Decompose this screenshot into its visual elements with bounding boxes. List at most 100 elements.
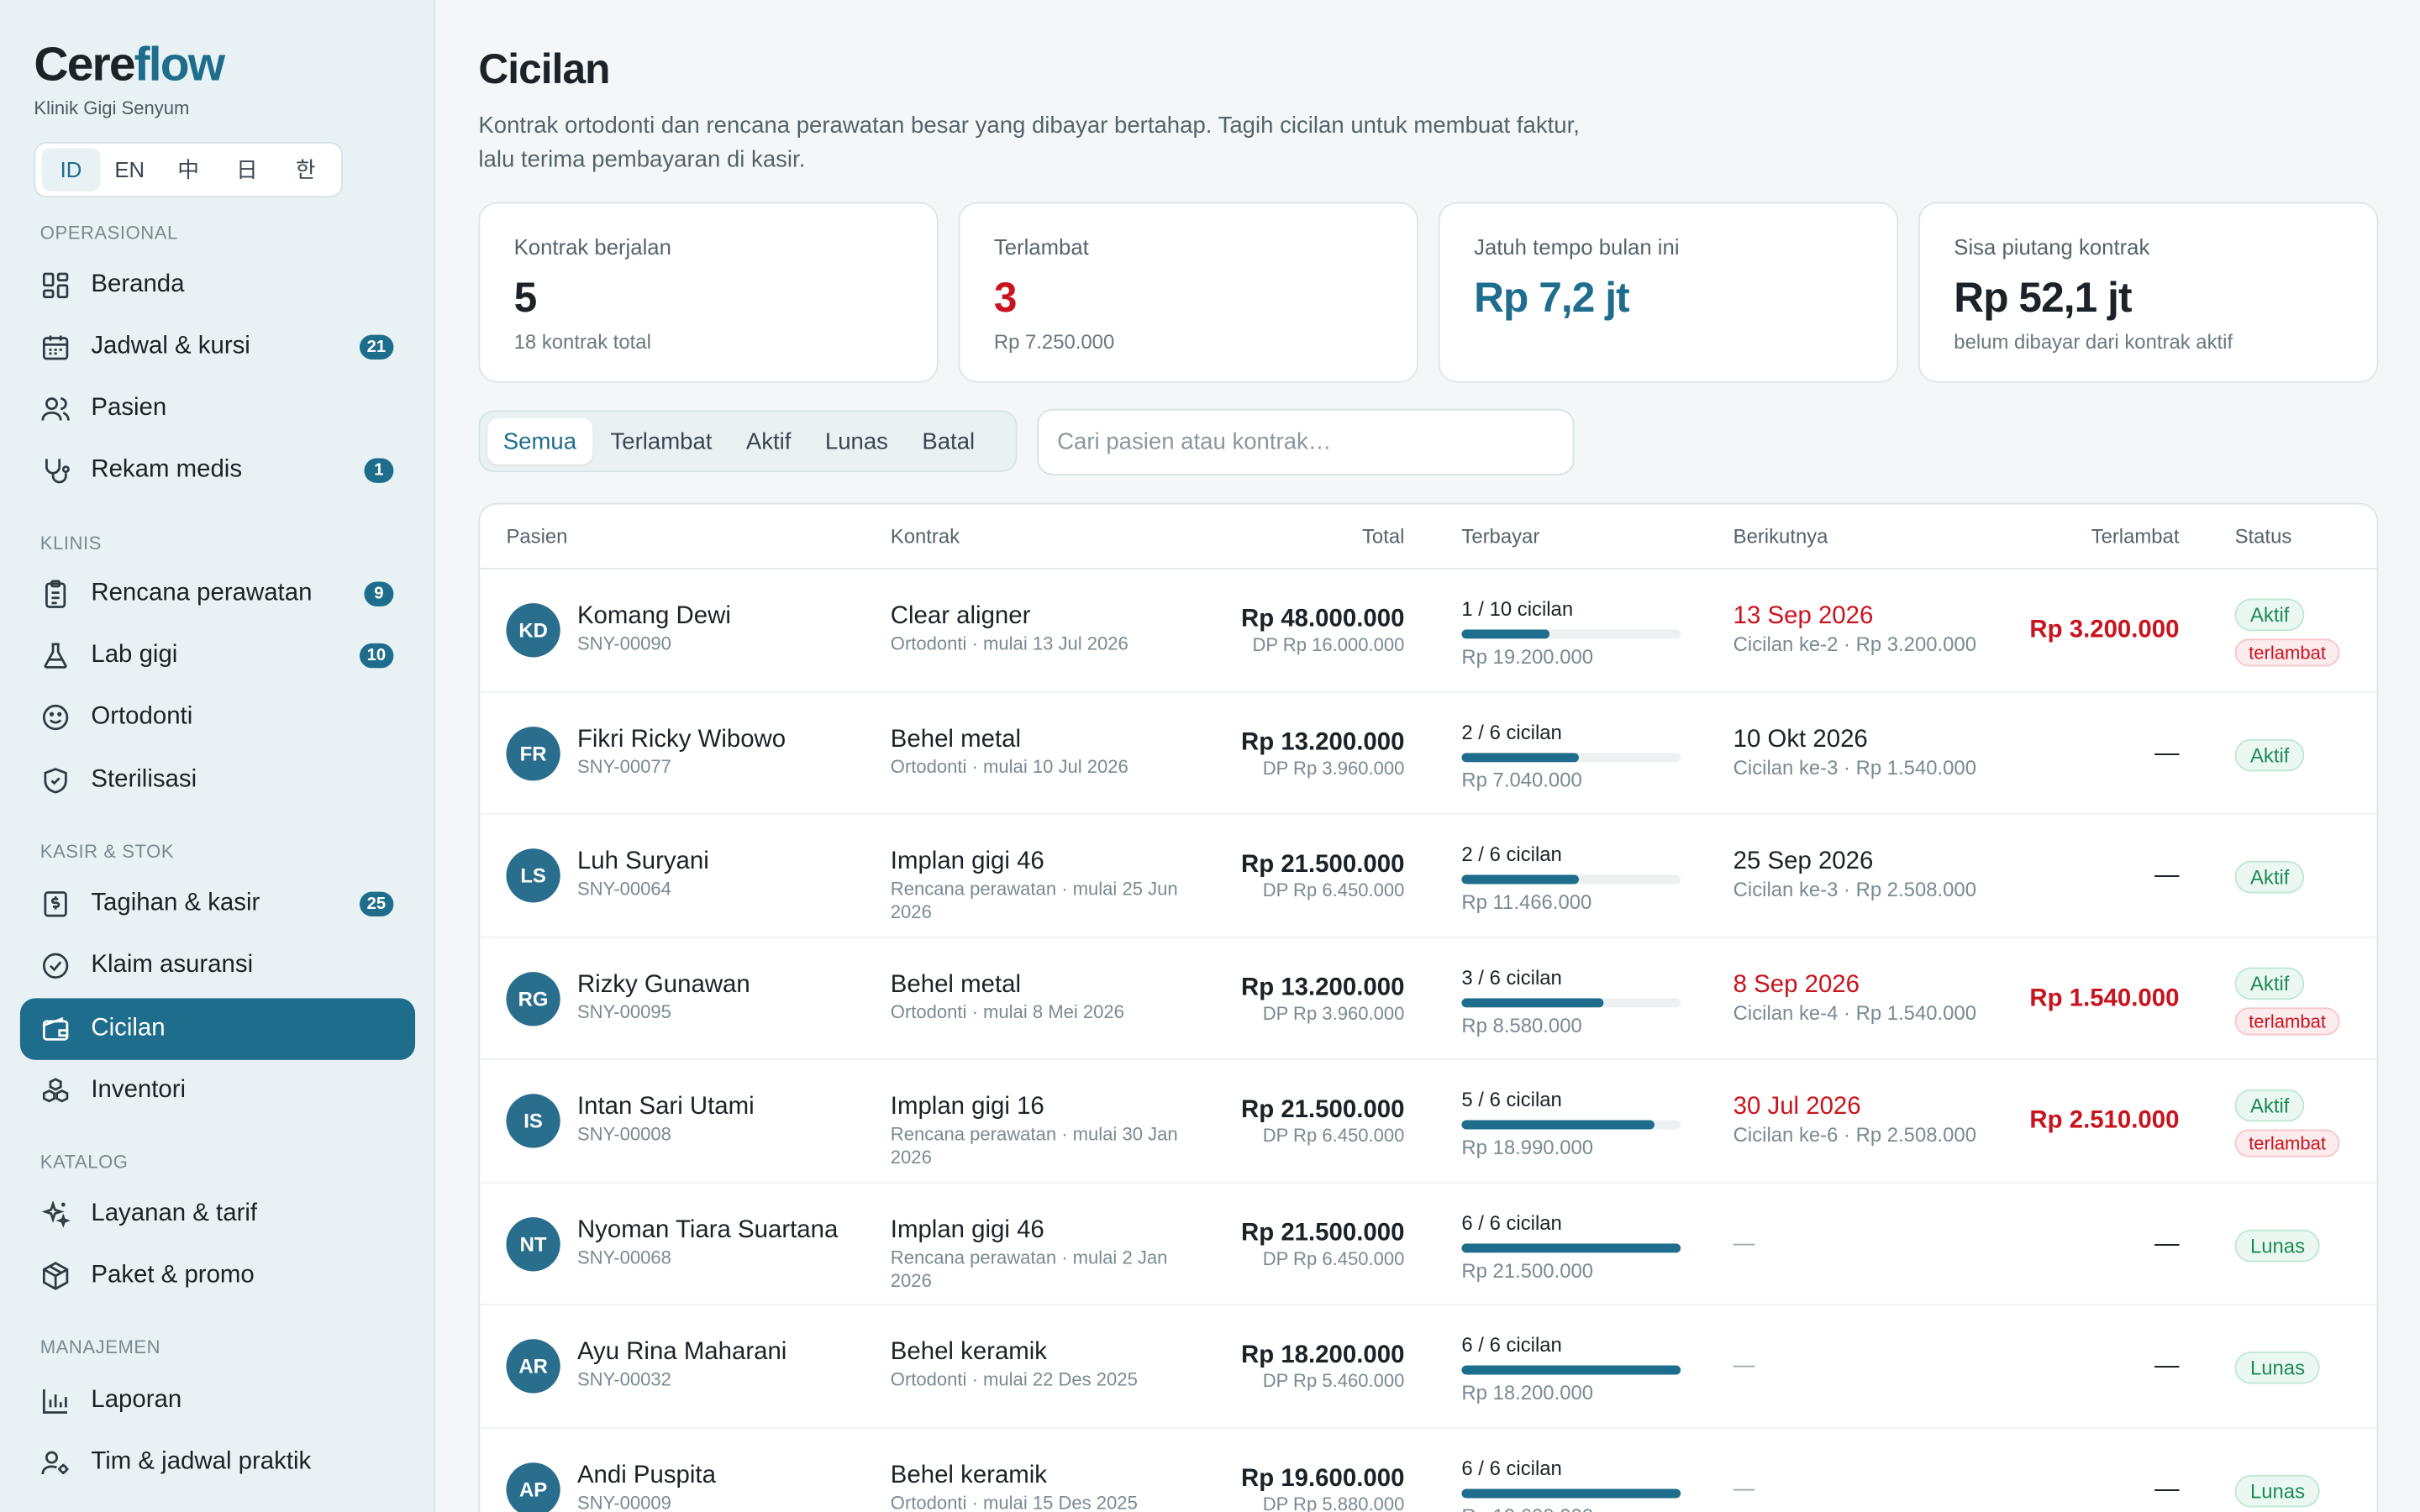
contract-total: Rp 21.500.000 (1240, 1096, 1405, 1124)
sidebar-item-ortodonti[interactable]: Ortodonti (20, 686, 415, 748)
patient-name[interactable]: Ayu Rina Maharani (576, 1339, 787, 1366)
down-payment: DP Rp 6.450.000 (1262, 1124, 1405, 1147)
amount-paid: Rp 7.040.000 (1461, 767, 1582, 791)
patient-name[interactable]: Nyoman Tiara Suartana (576, 1216, 839, 1243)
sidebar-item-klaim-asuransi[interactable]: Klaim asuransi (20, 935, 415, 996)
clinic-name: Klinik Gigi Senyum (34, 97, 190, 119)
count-badge: 10 (359, 643, 394, 669)
patient-name[interactable]: Rizky Gunawan (576, 971, 750, 998)
count-badge: 1 (364, 458, 394, 483)
contract-meta: Rencana perawatan · mulai 2 Jan 2026 (890, 1246, 1168, 1291)
sidebar-item-label: Layanan & tarif (91, 1200, 258, 1227)
stat-label: Jatuh tempo bulan ini (1474, 234, 1680, 260)
next-installment: Cicilan ke-3 · Rp 2.508.000 (1733, 878, 1976, 901)
payment-progress-bar (1461, 997, 1681, 1007)
progress-fill (1461, 1365, 1681, 1375)
overdue-amount: — (2154, 1230, 2180, 1257)
patient-name[interactable]: Komang Dewi (576, 603, 731, 630)
contract-name: Clear aligner (890, 603, 1031, 630)
stat-label: Terlambat (993, 234, 1089, 260)
wallet-icon (40, 1014, 71, 1045)
sidebar-item-tagihan-kasir[interactable]: Tagihan & kasir 25 (20, 874, 415, 935)
table-row[interactable]: AR Ayu Rina Maharani SNY-00032 Behel kerami… (480, 1305, 2377, 1428)
overdue-amount: Rp 2.510.000 (2029, 1107, 2180, 1134)
sidebar-item-cicilan[interactable]: Cicilan (19, 998, 416, 1060)
stat-sub: 18 kontrak total (513, 330, 651, 354)
patient-id: SNY-00090 (576, 633, 671, 654)
sidebar-item-label: Jadwal & kursi (91, 333, 250, 360)
table-row[interactable]: FR Fikri Ricky Wibowo SNY-00077 Behel metal… (480, 692, 2377, 815)
contract-name: Behel metal (890, 971, 1021, 998)
sidebar-item-label: Inventori (91, 1077, 187, 1104)
lang-zh[interactable]: 中 (177, 157, 199, 182)
patient-name[interactable]: Luh Suryani (576, 848, 709, 875)
next-due-date: 8 Sep 2026 (1733, 971, 1860, 998)
col-paid[interactable]: Terbayar (1461, 524, 1540, 549)
sidebar-item-lab-gigi[interactable]: Lab gigi 10 (20, 625, 415, 686)
lang-ko[interactable]: 한 (295, 157, 316, 182)
patient-name[interactable]: Fikri Ricky Wibowo (576, 726, 786, 753)
tab-aktif[interactable]: Aktif (745, 428, 792, 454)
payment-progress-bar (1461, 874, 1681, 885)
logo[interactable]: Cereflow (34, 37, 225, 92)
patient-id: SNY-00064 (576, 878, 671, 900)
next-due-date: 25 Sep 2026 (1733, 848, 1874, 875)
sidebar-item-tim-jadwal-praktik[interactable]: Tim & jadwal praktik (20, 1431, 415, 1493)
tab-lunas[interactable]: Lunas (824, 428, 888, 454)
installment-count: 2 / 6 cicilan (1461, 719, 1562, 743)
contract-total: Rp 48.000.000 (1240, 606, 1405, 633)
count-badge: 21 (359, 334, 394, 360)
sidebar-item-beranda[interactable]: Beranda (20, 255, 415, 316)
down-payment: DP Rp 3.960.000 (1262, 1001, 1405, 1024)
contract-meta: Ortodonti · mulai 8 Mei 2026 (890, 1000, 1124, 1022)
tab-terlambat[interactable]: Terlambat (610, 428, 713, 454)
lang-ja[interactable]: 日 (236, 157, 258, 182)
installment-count: 6 / 6 cicilan (1461, 1210, 1562, 1234)
col-total[interactable]: Total (1361, 524, 1405, 549)
sidebar-item-label: Rekam medis (91, 456, 243, 483)
sidebar-section-label: KATALOG (39, 1151, 129, 1173)
col-late[interactable]: Terlambat (2091, 524, 2180, 549)
patient-name[interactable]: Andi Puspita (576, 1462, 716, 1488)
lang-en[interactable]: EN (114, 157, 145, 182)
installments-table: Pasien Kontrak Total Terbayar Berikutnya… (478, 502, 2379, 1512)
sidebar-section-label: KASIR & STOK (39, 841, 175, 863)
sidebar-item-paket-promo[interactable]: Paket & promo (20, 1245, 415, 1306)
tab-batal[interactable]: Batal (922, 428, 976, 454)
search-input[interactable] (1037, 408, 1575, 475)
col-patient[interactable]: Pasien (506, 524, 568, 549)
contract-meta: Ortodonti · mulai 15 Des 2025 (890, 1491, 1138, 1512)
col-contract[interactable]: Kontrak (890, 524, 960, 549)
sidebar-item-layanan-tarif[interactable]: Layanan & tarif (20, 1184, 415, 1245)
count-badge: 9 (364, 581, 394, 606)
sidebar-item-rekam-medis[interactable]: Rekam medis 1 (20, 439, 415, 501)
receipt-icon (40, 889, 71, 920)
users-icon (40, 393, 71, 424)
col-next[interactable]: Berikutnya (1733, 524, 1828, 549)
patient-name[interactable]: Intan Sari Utami (576, 1094, 755, 1121)
sidebar: Cereflow Klinik Gigi Senyum ID EN 中 日 한 … (0, 0, 435, 1512)
sidebar-item-laporan[interactable]: Laporan (20, 1370, 415, 1431)
sidebar-item-pasien[interactable]: Pasien (20, 378, 415, 439)
table-row[interactable]: RG Rizky Gunawan SNY-00095 Behel metal Ortod… (480, 937, 2377, 1060)
table-row[interactable]: IS Intan Sari Utami SNY-00008 Implan gigi 1… (480, 1060, 2377, 1183)
lang-id[interactable]: ID (41, 148, 101, 192)
down-payment: DP Rp 3.960.000 (1262, 756, 1405, 779)
sidebar-item-rencana-perawatan[interactable]: Rencana perawatan 9 (20, 563, 415, 624)
col-status[interactable]: Status (2234, 524, 2292, 549)
sidebar-item-jadwal-kursi[interactable]: Jadwal & kursi 21 (20, 317, 415, 378)
check-circle-icon (40, 950, 71, 981)
sidebar-item-inventori[interactable]: Inventori (20, 1060, 415, 1121)
sidebar-item-sterilisasi[interactable]: Sterilisasi (20, 750, 415, 811)
table-row[interactable]: AP Andi Puspita SNY-00009 Behel keramik Orto… (480, 1428, 2376, 1512)
installment-count: 1 / 10 cicilan (1461, 596, 1574, 621)
status-badge: Aktif (2234, 966, 2305, 1000)
table-row[interactable]: NT Nyoman Tiara Suartana SNY-00068 Implan g… (480, 1183, 2377, 1305)
avatar: LS (506, 848, 560, 903)
table-row[interactable]: KD Komang Dewi SNY-00090 Clear aligner Ortod… (480, 570, 2377, 692)
table-row[interactable]: LS Luh Suryani SNY-00064 Implan gigi 46 Renc… (480, 815, 2377, 937)
status-badge: Aktif (2234, 738, 2305, 771)
sidebar-section-label: KLINIS (39, 532, 102, 554)
tab-semua[interactable]: Semua (487, 417, 592, 465)
patient-id: SNY-00095 (576, 1000, 671, 1022)
